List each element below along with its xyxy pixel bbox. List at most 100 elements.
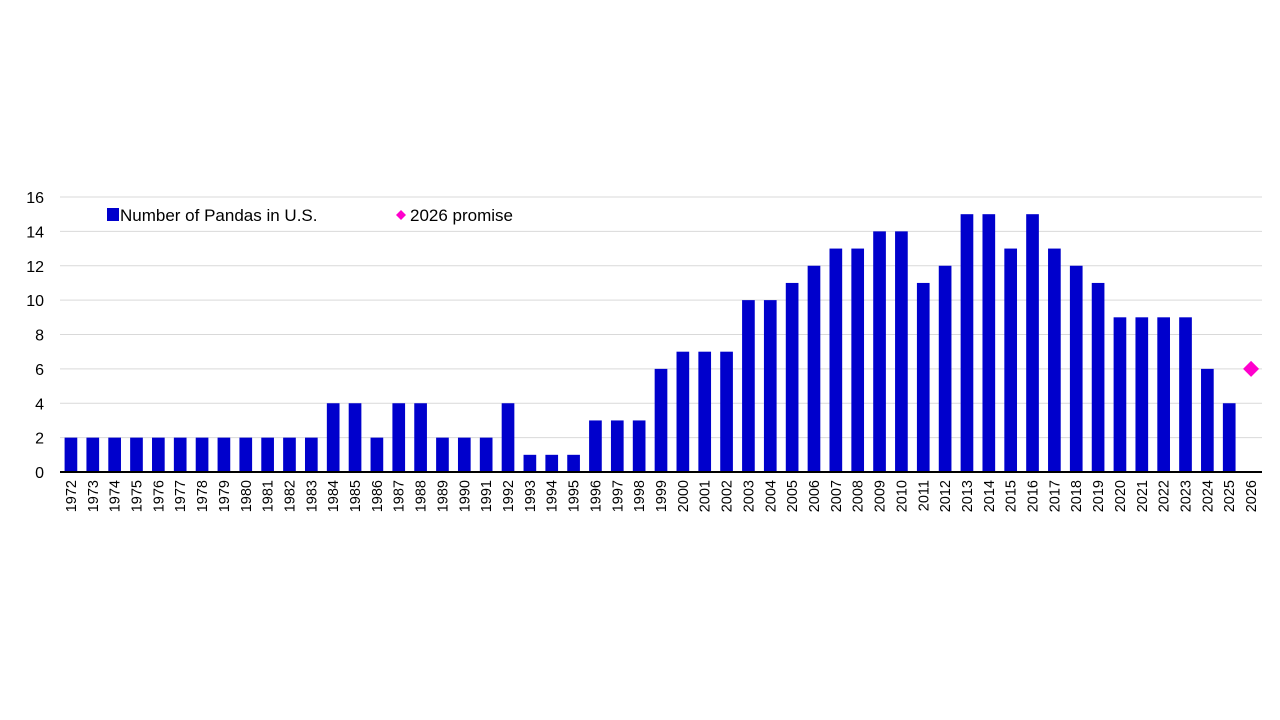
x-tick-label: 1978 (195, 480, 211, 512)
bar (1004, 248, 1018, 472)
x-tick-label: 1972 (64, 480, 80, 512)
bar (479, 437, 493, 472)
bar (326, 403, 340, 472)
x-tick-label: 2015 (1004, 480, 1020, 512)
y-tick-label: 8 (35, 328, 44, 345)
x-tick-label: 2014 (982, 480, 998, 512)
y-tick-label: 2 (35, 431, 44, 448)
x-tick-label: 2021 (1135, 480, 1151, 512)
x-tick-label: 2012 (938, 480, 954, 512)
bar (698, 351, 712, 472)
x-tick-label: 1993 (523, 480, 539, 512)
x-tick-label: 1995 (567, 480, 583, 512)
bar (895, 231, 908, 472)
x-tick-label: 2004 (763, 480, 779, 512)
x-tick-label: 2008 (851, 480, 867, 512)
x-tick-label: 1998 (632, 480, 648, 512)
bar (1179, 317, 1192, 472)
x-tick-label: 1991 (479, 480, 495, 512)
y-tick-label: 0 (35, 465, 44, 482)
x-tick-label: 2002 (720, 480, 736, 512)
x-tick-label: 1976 (151, 480, 167, 512)
x-tick-label: 1992 (501, 480, 517, 512)
bar (763, 300, 777, 472)
bar (1222, 403, 1236, 472)
x-tick-label: 1997 (610, 480, 626, 512)
x-tick-label: 1974 (108, 480, 124, 512)
x-tick-label: 1975 (129, 480, 145, 512)
x-tick-label: 1996 (588, 480, 604, 512)
x-tick-label: 1990 (457, 480, 473, 512)
bar (523, 454, 537, 472)
bar (304, 437, 318, 472)
x-tick-label: 2020 (1113, 480, 1129, 512)
diamond-marker (1243, 360, 1260, 377)
y-tick-labels: 0 2 4 6 8 10 12 14 16 (26, 190, 44, 482)
bar (654, 368, 668, 472)
bar (173, 437, 187, 472)
bar (873, 231, 886, 472)
x-tick-label: 2005 (785, 480, 801, 512)
bar (392, 403, 406, 472)
bar (807, 265, 821, 472)
bar (982, 214, 996, 472)
legend-swatch-marker (396, 210, 406, 220)
bar (632, 420, 646, 472)
bar (195, 437, 209, 472)
bar (567, 454, 580, 472)
x-tick-label: 1987 (392, 480, 408, 512)
x-tick-label: 2003 (741, 480, 757, 512)
bar (217, 437, 231, 472)
x-tick-label: 2001 (698, 480, 714, 512)
bar (1026, 214, 1039, 472)
x-tick-label: 2025 (1222, 480, 1238, 512)
bar (785, 282, 799, 472)
x-tick-label: 1980 (239, 480, 255, 512)
bar (720, 351, 733, 472)
x-tick-label: 2023 (1179, 480, 1195, 512)
x-tick-label: 2017 (1047, 480, 1063, 512)
y-tick-label: 6 (35, 362, 44, 379)
bar (938, 265, 952, 472)
legend-swatch-bar (107, 208, 119, 221)
bar (501, 403, 515, 472)
x-tick-label: 2018 (1069, 480, 1085, 512)
x-tick-label: 1999 (654, 480, 670, 512)
x-tick-label: 1986 (370, 480, 386, 512)
x-tick-label: 2010 (894, 480, 910, 512)
bar (414, 403, 427, 472)
bar (742, 300, 755, 472)
x-tick-label: 1994 (545, 480, 561, 512)
bar (1091, 282, 1105, 472)
legend-label-bar: Number of Pandas in U.S. (120, 206, 317, 225)
bar (1201, 368, 1214, 472)
bar (545, 454, 559, 472)
x-tick-label: 2026 (1244, 480, 1260, 512)
x-tick-label: 1985 (348, 480, 364, 512)
y-tick-label: 14 (26, 224, 44, 241)
bar (1048, 248, 1061, 472)
x-tick-label: 1984 (326, 480, 342, 512)
bar (152, 437, 165, 472)
x-tick-label: 2016 (1026, 480, 1042, 512)
bars (64, 214, 1236, 472)
bar (370, 437, 384, 472)
x-tick-label: 2000 (676, 480, 692, 512)
x-tick-label: 1982 (282, 480, 298, 512)
x-tick-label: 1977 (173, 480, 189, 512)
bar (239, 437, 253, 472)
x-tick-label: 2006 (807, 480, 823, 512)
x-tick-label: 1981 (261, 480, 277, 512)
bar (1069, 265, 1083, 472)
y-tick-label: 10 (26, 293, 44, 310)
markers (1243, 360, 1260, 377)
bar (1113, 317, 1127, 472)
bar (676, 351, 690, 472)
bar (348, 403, 362, 472)
legend: Number of Pandas in U.S. 2026 promise (107, 206, 513, 225)
x-tick-label: 1979 (217, 480, 233, 512)
bar (436, 437, 449, 472)
bar (86, 437, 100, 472)
bar (829, 248, 843, 472)
